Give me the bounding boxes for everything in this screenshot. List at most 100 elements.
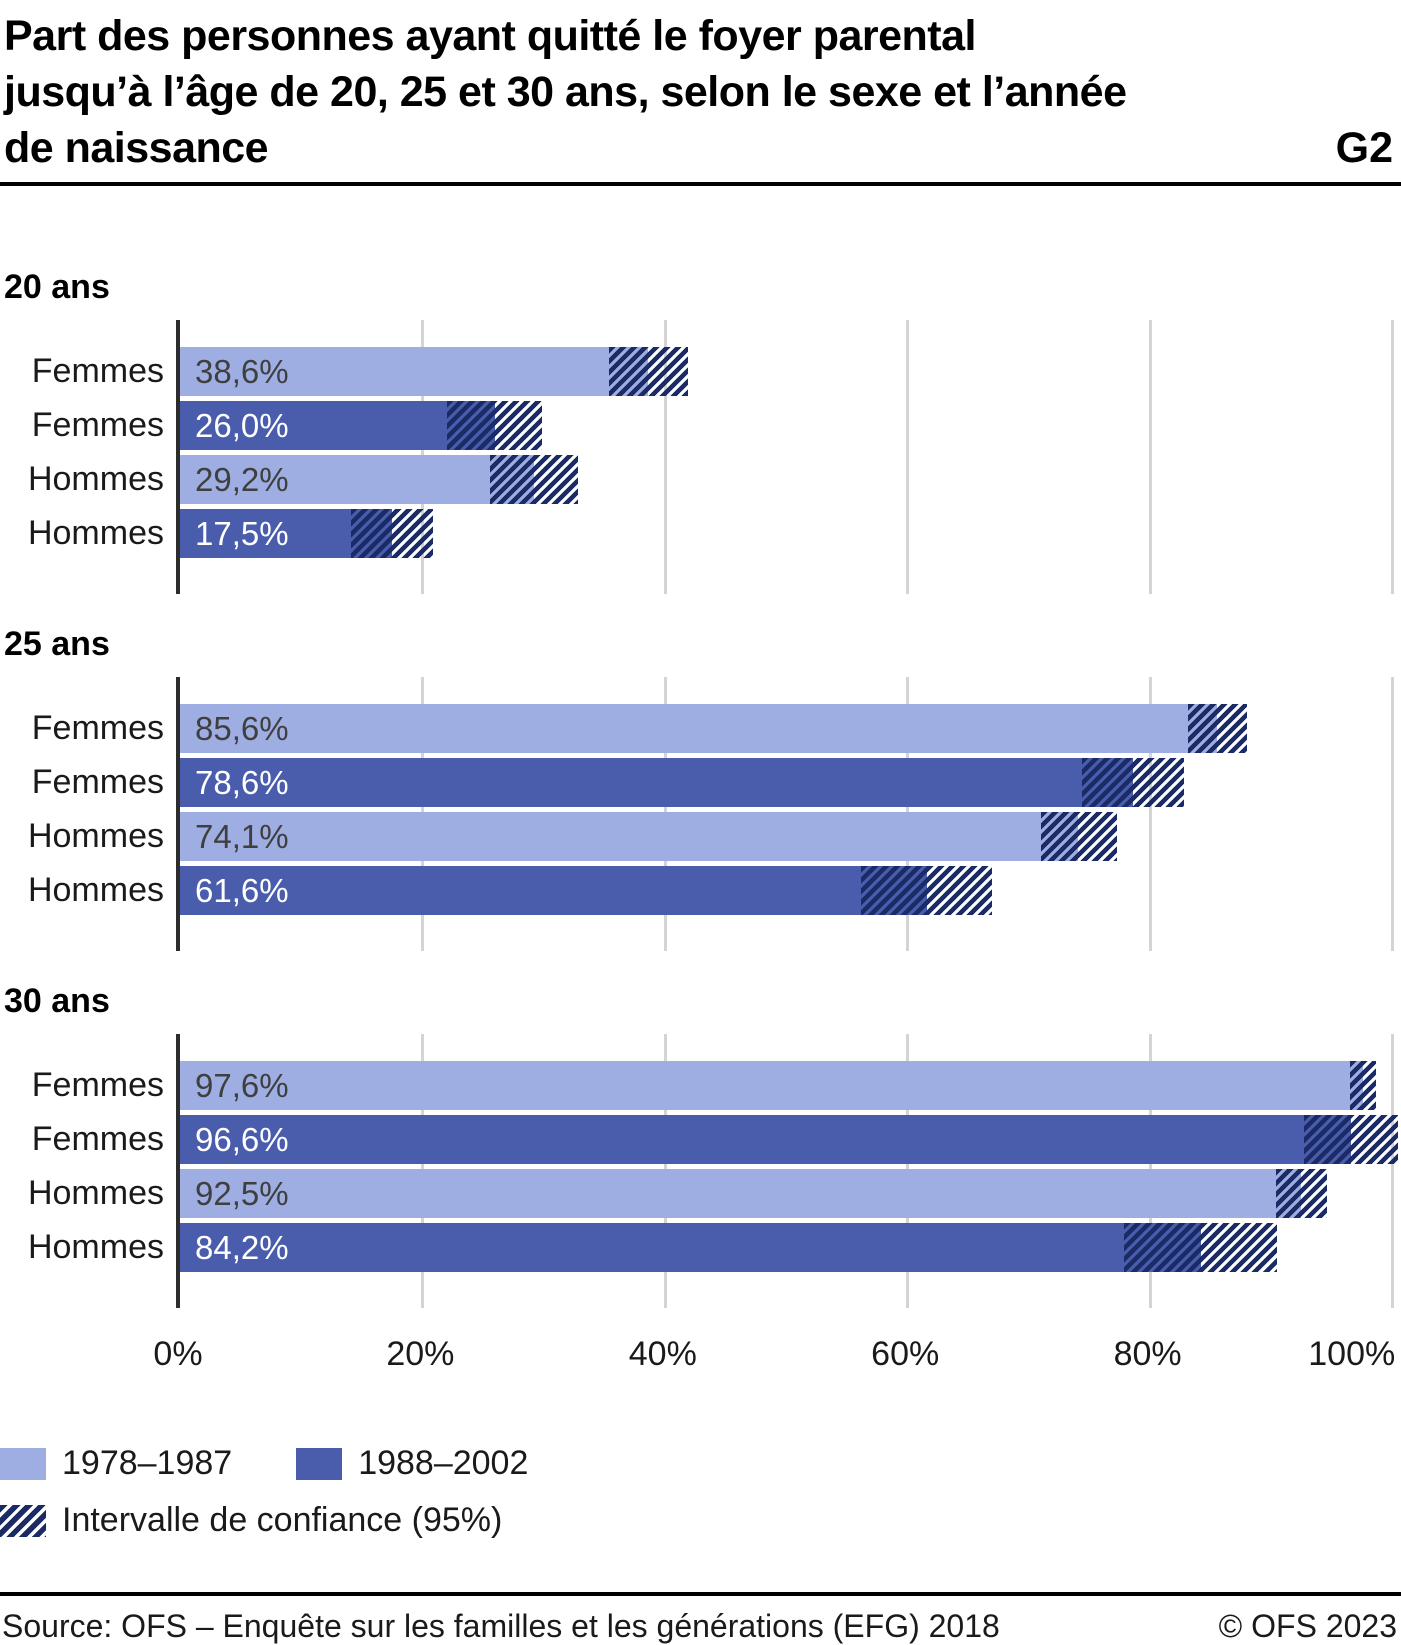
footer: Source: OFS – Enquête sur les familles e… [0,1596,1401,1645]
bar-row: Femmes 78,6% [32,758,1392,807]
x-tick-20: 20% [386,1335,455,1373]
confidence-interval-hatch [1040,812,1117,861]
confidence-interval-hatch [446,401,543,450]
plot-area: Femmes 97,6% Femmes 96,6% Hommes 92,5% Hommes 8… [28,1034,1399,1308]
confidence-interval-hatch [1349,1061,1377,1110]
bar-value-label: 29,2% [195,461,289,498]
color-swatch [296,1447,343,1480]
legend-row-1: 1978–1987 1988–2002 [0,1444,1401,1483]
x-tick-80: 80% [1113,1335,1182,1373]
plot-area: Femmes 38,6% Femmes 26,0% Hommes 29,2% Hommes 1… [28,320,1394,594]
bar-1978-1987 [180,347,648,396]
row-label: Hommes [27,1174,164,1212]
confidence-interval-hatch [350,509,434,558]
row-label: Hommes [27,871,164,909]
gridline-60 [906,320,910,594]
legend-item-confidence-interval: Intervalle de confiance (95%) [0,1501,502,1540]
x-tick-0: 0% [153,1335,203,1373]
x-tick-60: 60% [871,1335,940,1373]
x-tick-100: 100% [1308,1335,1396,1373]
chart-header: Part des personnes ayant quitté le foyer… [0,0,1401,176]
gridline-100 [1391,320,1394,594]
bar-row: Hommes 17,5% [28,509,1392,558]
bar-1978-1987 [180,1061,1363,1110]
age-group-20-ans: 20 ans Femmes 38,6% Femmes 26,0% Hommes 29,2% H… [0,270,1401,594]
bar-value-label: 92,5% [195,1175,289,1212]
bar-value-label: 96,6% [195,1121,289,1158]
bar-value-label: 17,5% [195,515,289,552]
bar-row: Femmes 85,6% [32,704,1392,753]
row-label: Hommes [27,460,164,498]
row-label: Femmes [31,352,164,390]
header-rule [0,182,1401,186]
confidence-interval-hatch [490,455,578,504]
bar-row: Hommes 84,2% [28,1223,1392,1272]
source-text: Source: OFS – Enquête sur les familles e… [2,1608,1000,1644]
bar-row: Femmes 97,6% [32,1061,1392,1110]
bar-row: Hommes 92,5% [28,1169,1392,1218]
legend-row-2: Intervalle de confiance (95%) [0,1501,1401,1540]
bar-1988-2002 [180,1115,1351,1164]
bar-1988-2002 [180,401,496,450]
gridline-80 [1148,677,1152,951]
footer-rule [0,1592,1401,1596]
age-group-30-ans: 30 ans Femmes 97,6% Femmes 96,6% Hommes 92,5% H… [0,984,1401,1308]
bar-value-label: 78,6% [195,764,289,801]
group-title: 30 ans [4,982,110,1020]
row-label: Femmes [31,763,164,801]
bar-row: Femmes 38,6% [32,347,1392,396]
confidence-interval-hatch [861,866,993,915]
chart-groups: 20 ans Femmes 38,6% Femmes 26,0% Hommes 29,2% H… [0,270,1401,1308]
bar-row: Femmes 26,0% [32,401,1392,450]
figure-id: G2 [1335,124,1393,172]
legend-label: 1978–1987 [62,1444,233,1482]
x-tick-40: 40% [628,1335,697,1373]
gridline-80 [1148,320,1152,594]
row-label: Hommes [27,1228,164,1266]
chart-title-line-2: jusqu’à l’âge de 20, 25 et 30 ans, selon… [4,68,1127,116]
bar-value-label: 84,2% [195,1229,289,1266]
bar-1988-2002 [180,866,927,915]
bar-row: Femmes 96,6% [32,1115,1399,1164]
hatch-swatch [0,1504,46,1537]
bar-1978-1987 [180,1169,1302,1218]
bar-value-label: 61,6% [195,872,289,909]
confidence-interval-hatch [609,347,688,396]
bar-1988-2002 [180,758,1133,807]
copyright-text: © OFS 2023 [1218,1608,1397,1644]
confidence-interval-hatch [1124,1223,1277,1272]
group-title: 25 ans [4,625,110,663]
row-label: Hommes [27,817,164,855]
legend-label: 1988–2002 [358,1444,529,1482]
confidence-interval-hatch [1275,1169,1327,1218]
bar-value-label: 26,0% [195,407,289,444]
bar-row: Hommes 29,2% [28,455,1392,504]
x-axis-ticks: 0% 20% 40% 60% 80% 100% [153,1334,1395,1374]
row-label: Hommes [27,514,164,552]
bar-1988-2002 [180,1223,1201,1272]
confidence-interval-hatch [1188,704,1247,753]
chart-title-line-3: de naissance [4,124,269,172]
row-label: Femmes [31,1066,164,1104]
color-swatch [0,1447,46,1480]
confidence-interval-hatch [1303,1115,1399,1164]
gridline-40 [663,320,667,594]
row-label: Femmes [31,709,164,747]
bar-value-label: 85,6% [195,710,289,747]
confidence-interval-hatch [1081,758,1184,807]
legend-item-series-1978-1987: 1978–1987 [0,1444,232,1483]
bar-1978-1987 [180,812,1079,861]
bar-value-label: 97,6% [195,1067,289,1104]
bar-value-label: 38,6% [195,353,289,390]
bar-1978-1987 [180,455,534,504]
age-group-25-ans: 25 ans Femmes 85,6% Femmes 78,6% Hommes 74,1% H… [0,627,1401,951]
gridline-100 [1391,677,1394,951]
row-label: Femmes [31,406,164,444]
group-title: 20 ans [4,268,110,306]
row-label: Femmes [31,1120,164,1158]
plot-area: Femmes 85,6% Femmes 78,6% Hommes 74,1% Hommes 6… [28,677,1394,951]
chart-title-line-1: Part des personnes ayant quitté le foyer… [4,12,976,60]
bar-row: Hommes 61,6% [28,866,1392,915]
legend-item-series-1988-2002: 1988–2002 [296,1444,528,1483]
legend-label: Intervalle de confiance (95%) [62,1501,503,1539]
